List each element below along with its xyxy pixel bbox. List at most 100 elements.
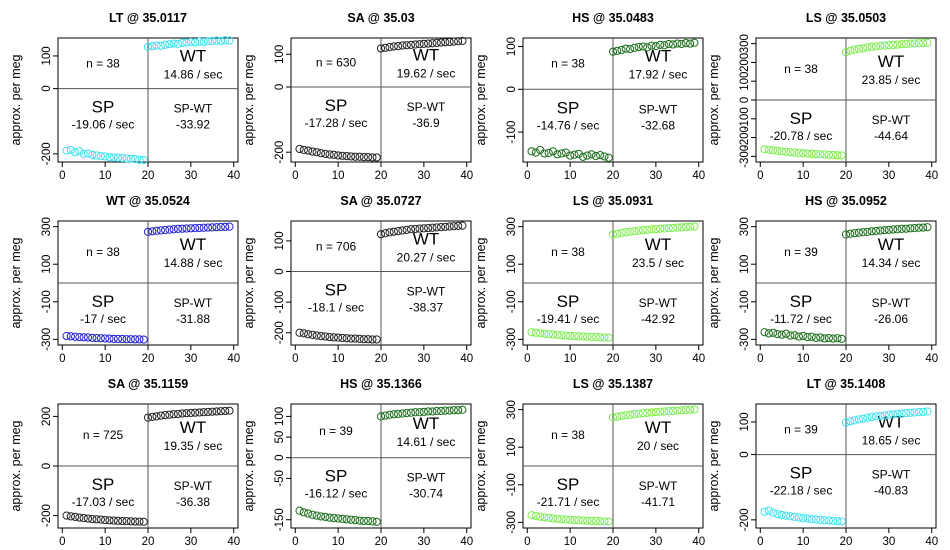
sp-point <box>557 149 566 158</box>
x-tick-label: 0 <box>757 170 763 182</box>
sp-point <box>596 333 605 342</box>
wt-point <box>660 41 669 50</box>
wt-point <box>436 406 446 416</box>
sp-point <box>811 333 821 342</box>
wt-point <box>191 38 200 47</box>
y-tick-label: 100 <box>506 37 518 56</box>
wt-point <box>919 38 928 48</box>
wt-point <box>216 407 225 416</box>
wt-point <box>203 223 213 232</box>
x-tick-label: 0 <box>59 353 65 365</box>
y-axis-label: approx. per meg <box>474 237 488 328</box>
sp-point <box>105 516 114 525</box>
sp-point <box>346 515 356 524</box>
wt-point <box>376 44 386 53</box>
diff-label: SP-WT <box>407 471 446 485</box>
sp-rate: -17.03 / sec <box>72 495 135 509</box>
y-tick-label: 100 <box>506 255 518 274</box>
sp-point <box>101 515 110 525</box>
diff-value: -40.83 <box>874 484 908 498</box>
sp-point <box>591 151 600 161</box>
wt-point <box>178 38 187 47</box>
y-tick-label: -200 <box>274 141 286 164</box>
sample-count: n = 38 <box>551 245 585 259</box>
sp-point <box>807 515 816 524</box>
wt-label: WT <box>645 235 671 254</box>
x-tick-label: 40 <box>460 170 473 182</box>
chart-title: HS @ 35.0952 <box>805 194 887 208</box>
sp-point <box>83 333 93 342</box>
sp-point <box>531 148 540 157</box>
sp-point <box>833 517 842 526</box>
sp-point <box>803 149 812 158</box>
x-tick-label: 10 <box>99 536 112 548</box>
wt-point <box>643 43 652 52</box>
sp-point <box>342 515 351 524</box>
y-tick-label: 0 <box>41 85 53 91</box>
x-tick-label: 30 <box>882 536 895 548</box>
x-tick-label: 20 <box>607 536 620 548</box>
sp-point <box>799 149 808 158</box>
wt-point <box>212 36 221 45</box>
sp-point <box>574 332 583 341</box>
sp-point <box>583 332 592 341</box>
wt-point <box>398 409 407 418</box>
wt-point <box>897 409 906 418</box>
sp-point <box>531 328 540 337</box>
sp-point <box>308 510 317 519</box>
wt-point <box>458 36 467 46</box>
wt-point <box>660 407 669 416</box>
wt-label: WT <box>413 45 439 64</box>
wt-point <box>656 40 665 49</box>
sp-point <box>139 517 148 526</box>
wt-point <box>841 418 851 427</box>
sp-rate: -18.1 / sec <box>308 301 364 315</box>
wt-point <box>182 409 191 418</box>
wt-point <box>169 39 178 48</box>
wt-point <box>208 407 217 416</box>
wt-point <box>621 228 630 237</box>
y-tick-label: -200 <box>41 504 53 527</box>
sp-point <box>566 331 575 340</box>
sp-point <box>578 516 588 525</box>
sp-point <box>96 152 105 161</box>
wt-point <box>212 223 221 232</box>
x-tick-label: 40 <box>925 536 938 548</box>
y-tick-label: -100 <box>506 473 518 496</box>
wt-point <box>863 413 872 422</box>
x-tick-label: 0 <box>757 536 763 548</box>
sp-point <box>777 510 786 520</box>
y-tick-label: 100 <box>41 255 53 274</box>
sample-count: n = 39 <box>784 245 818 259</box>
wt-point <box>199 408 208 417</box>
y-tick-label: -200 <box>41 142 53 165</box>
sp-point <box>794 148 803 158</box>
wt-point <box>634 42 643 52</box>
sp-point <box>66 332 75 341</box>
wt-point <box>208 36 217 46</box>
wt-point <box>195 37 204 46</box>
sp-point <box>600 517 609 526</box>
sp-point <box>557 515 566 524</box>
wt-point <box>923 38 932 47</box>
diff-label: SP-WT <box>407 100 446 114</box>
sp-point <box>334 151 343 160</box>
sp-point <box>75 333 84 342</box>
wt-point <box>165 225 174 234</box>
x-tick-label: 0 <box>59 170 65 182</box>
wt-point <box>394 409 403 419</box>
wt-point <box>454 406 463 415</box>
x-tick-label: 40 <box>227 353 240 365</box>
x-tick-label: 10 <box>564 536 577 548</box>
sp-point <box>566 515 575 524</box>
sp-point <box>316 332 326 341</box>
wt-point <box>454 221 463 230</box>
sp-point <box>799 514 808 523</box>
sp-point <box>786 148 795 157</box>
wt-rate: 14.88 / sec <box>164 256 223 270</box>
sample-count: n = 630 <box>316 55 357 69</box>
sp-point <box>604 153 613 162</box>
wt-point <box>846 229 855 238</box>
wt-point <box>681 222 690 232</box>
